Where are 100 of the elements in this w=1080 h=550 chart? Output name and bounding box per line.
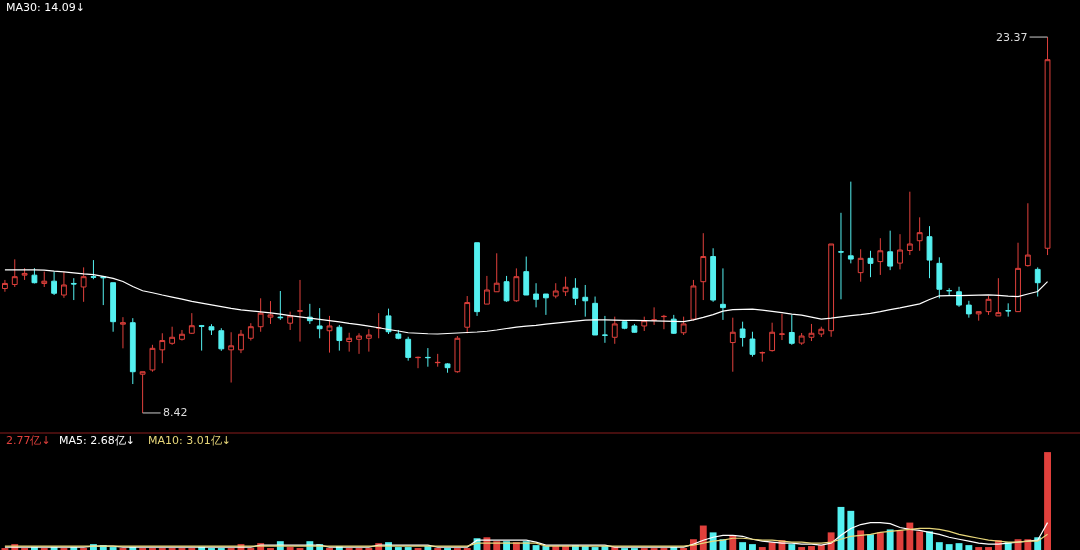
bar <box>1044 452 1051 550</box>
candlestick <box>110 282 117 333</box>
candlestick <box>267 300 274 325</box>
candlestick <box>41 271 48 288</box>
candlestick <box>454 335 461 374</box>
bar <box>808 546 815 550</box>
candlestick <box>218 327 225 352</box>
candlestick <box>444 362 451 374</box>
candlestick <box>965 300 972 319</box>
bar <box>286 547 294 550</box>
candlestick <box>995 277 1002 317</box>
candlestick <box>710 247 717 303</box>
candlestick <box>641 316 648 332</box>
candlestick <box>120 316 126 349</box>
candlestick <box>326 315 333 354</box>
candlestick <box>90 259 97 280</box>
text: 2.77亿↓ <box>6 434 51 447</box>
annotation: 8.42 <box>163 406 188 419</box>
candlestick <box>346 332 353 353</box>
bar <box>985 547 992 550</box>
candlestick <box>415 356 421 369</box>
candlestick <box>21 267 28 281</box>
candlestick <box>562 276 569 297</box>
candlestick <box>159 332 166 364</box>
candlestick <box>503 275 510 303</box>
candlestick <box>238 329 244 354</box>
candlestick <box>572 277 579 306</box>
candlestick <box>316 307 323 339</box>
candlestick <box>798 332 805 346</box>
candlestick <box>336 324 343 352</box>
candlestick <box>808 323 815 342</box>
candlestick <box>424 347 431 368</box>
text: MA30: 14.09↓ <box>6 1 85 14</box>
candlestick <box>1005 302 1012 318</box>
candlestick <box>395 329 402 340</box>
candlestick <box>975 311 982 322</box>
bar <box>945 544 953 550</box>
bar <box>788 544 796 550</box>
candlestick <box>434 353 441 368</box>
candlestick <box>670 314 677 335</box>
candlestick <box>208 323 215 336</box>
candlestick <box>356 332 362 355</box>
text: MA10: 3.01亿↓ <box>148 434 231 447</box>
bar <box>847 510 855 550</box>
candlestick <box>139 371 146 414</box>
bar <box>857 530 865 550</box>
candlestick <box>493 252 500 293</box>
candlestick <box>365 328 372 353</box>
candlestick <box>867 250 874 278</box>
bar <box>758 547 766 550</box>
bar <box>935 542 943 550</box>
candlestick <box>936 256 943 299</box>
candlestick <box>100 276 107 306</box>
candlestick <box>828 243 835 338</box>
bar <box>394 547 402 550</box>
candlestick <box>533 282 539 308</box>
bar <box>886 529 894 550</box>
candlestick <box>80 266 87 303</box>
candlestick <box>179 329 185 342</box>
bar <box>749 544 756 550</box>
candlestick <box>631 323 638 334</box>
bar <box>591 547 599 550</box>
candlestick <box>956 286 962 308</box>
candlestick <box>877 237 884 276</box>
candlestick <box>385 308 392 335</box>
candlestick <box>906 191 913 256</box>
candlestick <box>592 296 598 336</box>
candlestick <box>661 314 667 330</box>
candlestick <box>769 322 776 353</box>
candlestick <box>582 284 589 318</box>
bar <box>906 522 914 550</box>
candlestick <box>287 311 294 331</box>
candlestick <box>474 242 480 317</box>
candlestick <box>542 293 549 316</box>
candlestick <box>946 287 953 297</box>
bar <box>975 547 983 550</box>
candlestick <box>51 271 58 296</box>
annotation: 23.37 <box>996 31 1028 44</box>
candlestick <box>759 351 766 363</box>
bar <box>404 547 412 550</box>
candlestick <box>228 331 235 384</box>
candlestick <box>847 181 854 264</box>
candlestick <box>749 331 756 358</box>
bar <box>965 545 973 550</box>
candlestick <box>1024 202 1031 268</box>
candlestick <box>690 279 697 322</box>
candlestick <box>897 233 903 270</box>
candlestick <box>464 295 471 334</box>
candlestick <box>729 317 736 373</box>
bar <box>739 542 747 550</box>
bar <box>916 531 924 550</box>
candlestick <box>513 267 520 303</box>
candlestick <box>297 279 303 343</box>
bar <box>867 534 874 550</box>
candlestick <box>1044 36 1051 256</box>
candlestick <box>887 230 894 271</box>
candlestick <box>602 315 608 344</box>
candlestick <box>621 321 628 330</box>
bar <box>532 545 540 550</box>
candlestick <box>818 326 825 338</box>
